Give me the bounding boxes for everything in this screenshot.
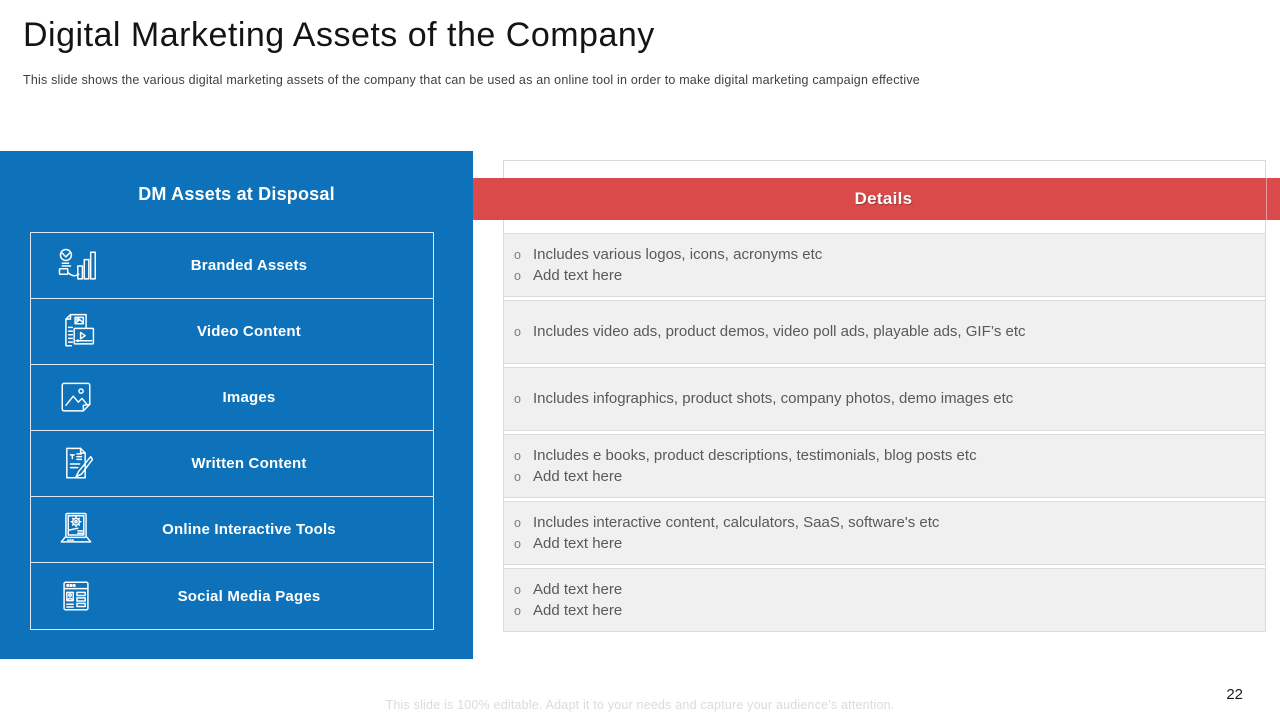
bullet-text: Includes interactive content, calculator… (533, 513, 940, 531)
bullet-marker: o (514, 469, 521, 484)
bullet-line: o Add text here (514, 580, 1265, 600)
details-row-written-content: o Includes e books, product descriptions… (503, 434, 1266, 498)
bullet-line: o Includes interactive content, calculat… (514, 513, 1265, 533)
details-row-images: o Includes infographics, product shots, … (503, 367, 1266, 431)
panel-item-written-content: Written Content (31, 431, 433, 497)
bullet-marker: o (514, 582, 521, 597)
bullet-line: o Add text here (514, 534, 1265, 554)
panel-item-social-media-pages: Social Media Pages (31, 563, 433, 629)
page-number: 22 (1226, 686, 1243, 703)
details-row-video-content: o Includes video ads, product demos, vid… (503, 300, 1266, 364)
bullet-text: Includes video ads, product demos, video… (533, 323, 1026, 340)
bullet-marker: o (514, 515, 521, 530)
bullet-line: o Includes various logos, icons, acronym… (514, 245, 1265, 265)
branded-assets-icon (53, 243, 99, 289)
details-row-online-interactive-tools: o Includes interactive content, calculat… (503, 501, 1266, 565)
details-row-social-media-pages: o Add text here o Add text here (503, 568, 1266, 632)
footer-note: This slide is 100% editable. Adapt it to… (385, 698, 895, 712)
bullet-marker: o (514, 448, 521, 463)
details-rows: o Includes various logos, icons, acronym… (503, 233, 1266, 632)
panel-item-images: Images (31, 365, 433, 431)
panel-item-label: Branded Assets (190, 257, 308, 274)
images-icon (53, 375, 99, 421)
panel-item-label: Social Media Pages (177, 587, 321, 605)
bullet-text: Includes various logos, icons, acronyms … (533, 245, 823, 263)
bullet-text: Add text here (533, 534, 623, 552)
bullet-text: Add text here (533, 601, 623, 619)
page-subtitle: This slide shows the various digital mar… (23, 73, 920, 87)
panel-item-online-interactive-tools: Online Interactive Tools (31, 497, 433, 563)
social-media-pages-icon (53, 573, 99, 619)
bullet-text: Includes infographics, product shots, co… (533, 390, 1014, 407)
online-interactive-tools-icon (53, 507, 99, 553)
panel-item-label: Images (222, 389, 276, 406)
bullet-line: o Add text here (514, 601, 1265, 621)
details-row-branded-assets: o Includes various logos, icons, acronym… (503, 233, 1266, 297)
bullet-marker: o (514, 392, 521, 406)
panel-list: Branded Assets Video Content (30, 232, 434, 630)
bullet-line: o Includes infographics, product shots, … (514, 389, 1265, 409)
bullet-text: Add text here (533, 580, 623, 598)
bullet-marker: o (514, 268, 521, 283)
video-content-icon (53, 309, 99, 355)
page-title: Digital Marketing Assets of the Company (23, 16, 655, 54)
bullet-marker: o (514, 247, 521, 262)
bullet-line: o Add text here (514, 266, 1265, 286)
bullet-text: Includes e books, product descriptions, … (533, 446, 977, 464)
bullet-line: o Includes video ads, product demos, vid… (514, 322, 1265, 342)
bullet-marker: o (514, 325, 521, 339)
panel-item-branded-assets: Branded Assets (31, 233, 433, 299)
bullet-text: Add text here (533, 266, 623, 284)
bullet-line: o Includes e books, product descriptions… (514, 446, 1265, 466)
panel-item-label: Written Content (191, 455, 307, 472)
panel-item-video-content: Video Content (31, 299, 433, 365)
bullet-marker: o (514, 603, 521, 618)
bullet-marker: o (514, 536, 521, 551)
panel-item-label: Online Interactive Tools (162, 521, 336, 538)
panel-item-label: Video Content (197, 323, 301, 340)
details-header: Details (473, 178, 1280, 220)
bullet-text: Add text here (533, 467, 623, 485)
written-content-icon (53, 441, 99, 487)
bullet-line: o Add text here (514, 467, 1265, 487)
panel-title: DM Assets at Disposal (138, 184, 335, 204)
dm-assets-panel: DM Assets at Disposal Branded Assets (0, 151, 473, 659)
details-header-label: Details (854, 189, 913, 208)
